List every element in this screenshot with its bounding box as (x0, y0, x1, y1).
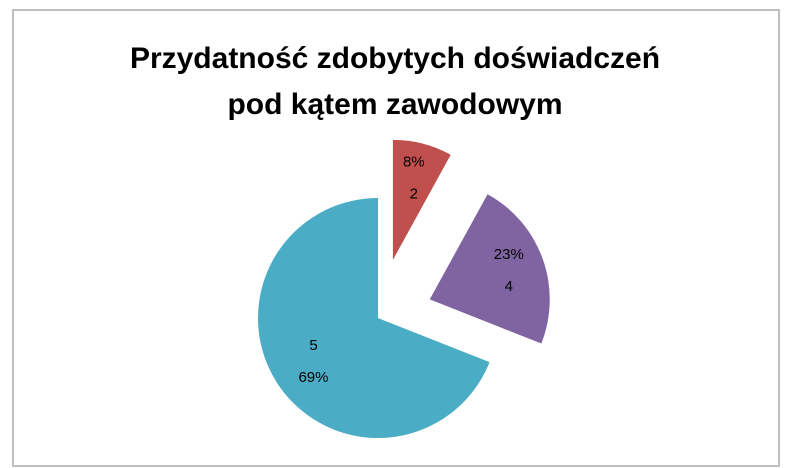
category-label: 4 (505, 278, 513, 295)
pie-slice (392, 139, 451, 260)
pie-slice (258, 198, 490, 438)
chart-title: Przydatność zdobytych doświadczeń (130, 42, 660, 75)
category-label: 5 (309, 337, 317, 354)
value-label: 23% (494, 246, 524, 263)
value-label: 69% (298, 369, 328, 386)
chart-subtitle: pod kątem zawodowym (227, 88, 562, 121)
value-label: 8% (403, 153, 425, 170)
pie-slice (429, 194, 550, 344)
category-label: 2 (410, 185, 418, 202)
